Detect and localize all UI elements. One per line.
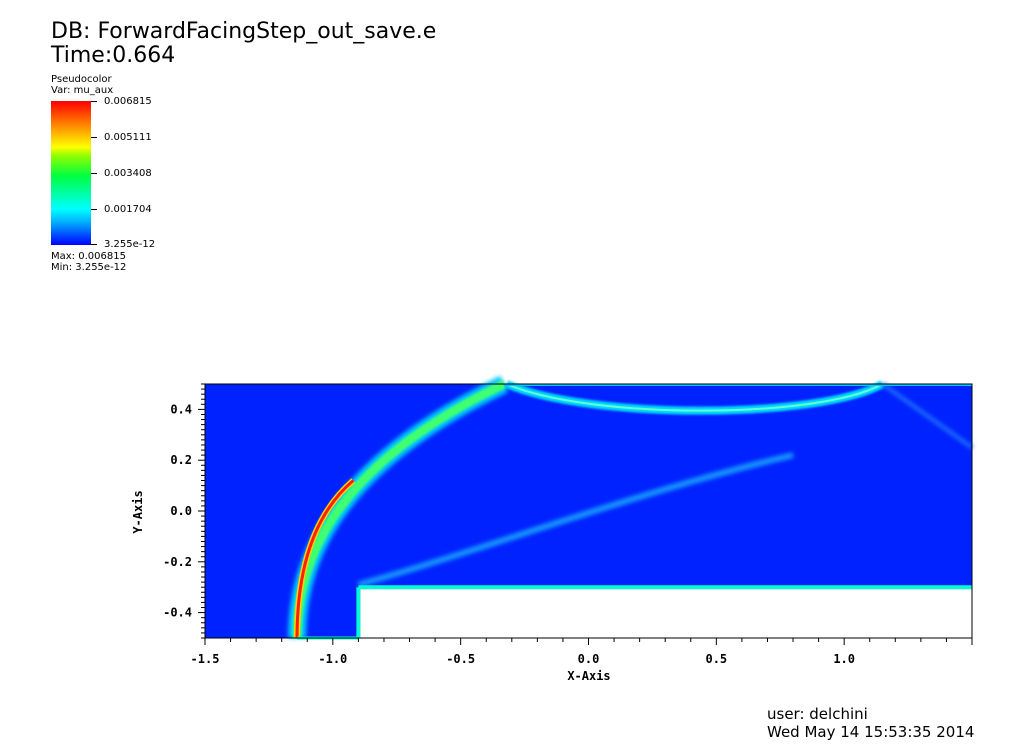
x-axis-label: X-Axis xyxy=(567,669,610,683)
bow-shock-core xyxy=(295,479,355,639)
legend-min: Min: 3.255e-12 xyxy=(51,262,127,273)
y-tick-label: 0.2 xyxy=(170,453,192,467)
x-tick-label: 0.0 xyxy=(578,652,600,666)
legend-tick-label: 0.001704 xyxy=(104,204,152,215)
secondary-reflection xyxy=(881,382,974,450)
x-tick-label: -0.5 xyxy=(446,652,475,666)
x-tick-label: -1.5 xyxy=(191,652,220,666)
x-tick-label: 0.5 xyxy=(705,652,727,666)
x-tick-label: -1.0 xyxy=(318,652,347,666)
database-title: DB: ForwardFacingStep_out_save.e xyxy=(51,19,437,44)
y-tick-label: 0.0 xyxy=(170,504,192,518)
y-tick-label: -0.4 xyxy=(163,606,192,620)
time-title: Time:0.664 xyxy=(51,43,176,68)
footer-date: Wed May 14 15:53:35 2014 xyxy=(767,723,975,741)
y-axis-label: Y-Axis xyxy=(131,490,145,533)
x-tick-label: 1.0 xyxy=(833,652,855,666)
color-legend-bar xyxy=(51,101,91,245)
y-tick-label: -0.2 xyxy=(163,555,192,569)
legend-tick-mark xyxy=(91,101,97,102)
legend-tick-mark xyxy=(91,209,97,210)
legend-variable: Var: mu_aux xyxy=(51,85,114,96)
legend-tick-label: 0.003408 xyxy=(104,168,152,179)
slip-line xyxy=(357,452,794,588)
legend-tick-label: 0.006815 xyxy=(104,96,152,107)
legend-tick-label: 3.255e-12 xyxy=(104,239,156,250)
reflected-shock-core xyxy=(506,383,884,412)
legend-tick-mark xyxy=(91,137,97,138)
legend-tick-mark xyxy=(91,173,97,174)
footer-user: user: delchini xyxy=(767,705,868,723)
legend-tick-label: 0.005111 xyxy=(104,132,152,143)
legend-tick-mark xyxy=(91,244,97,245)
legend-plot-type: Pseudocolor xyxy=(51,74,112,85)
legend-max: Max: 0.006815 xyxy=(51,251,126,262)
step-obstacle xyxy=(360,589,972,638)
y-tick-label: 0.4 xyxy=(170,402,192,416)
